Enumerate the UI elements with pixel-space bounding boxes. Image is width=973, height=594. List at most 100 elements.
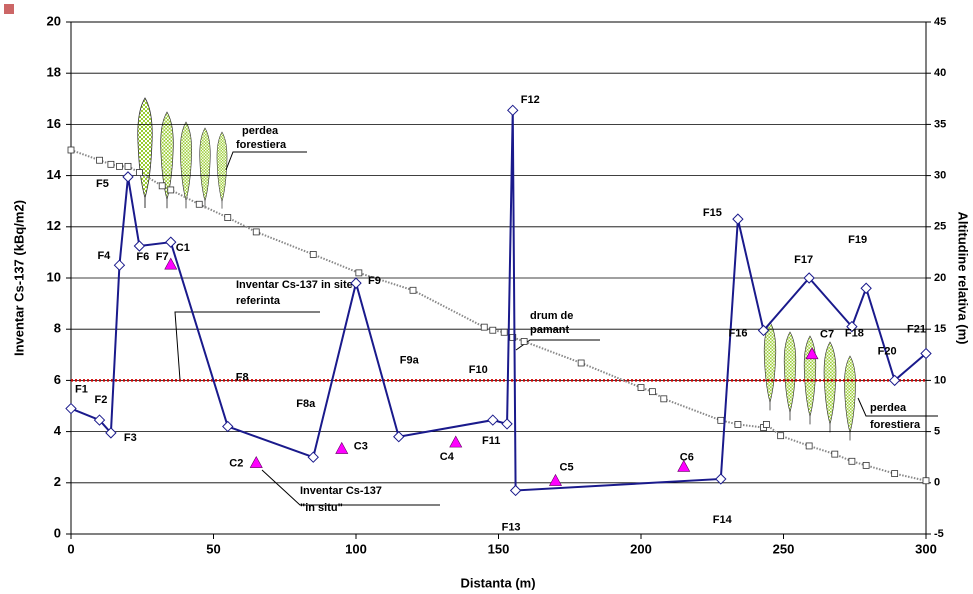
point-label: F21 xyxy=(907,323,926,335)
point-marker xyxy=(507,104,519,117)
y-tick-label: 4 xyxy=(54,423,62,438)
annotation: drum de xyxy=(530,310,573,322)
point-marker xyxy=(734,421,742,428)
point-label: F9a xyxy=(400,355,420,367)
point-label: F20 xyxy=(878,345,897,357)
trees-right xyxy=(763,321,857,441)
y2-tick-label: 15 xyxy=(934,323,946,335)
annotation: forestiera xyxy=(236,139,287,151)
annotation: Inventar Cs-137 in site xyxy=(236,279,353,291)
point-marker xyxy=(862,461,870,469)
point-marker xyxy=(135,169,143,176)
series-line xyxy=(70,149,927,482)
point-marker xyxy=(509,333,517,341)
y-tick-label: 10 xyxy=(47,269,61,284)
point-marker xyxy=(763,421,770,428)
point-label: F8a xyxy=(296,398,316,410)
point-marker xyxy=(922,477,930,485)
point-marker xyxy=(65,402,77,415)
x-tick-label: 50 xyxy=(206,541,220,556)
point-marker xyxy=(249,455,263,468)
point-marker xyxy=(715,473,727,485)
point-marker xyxy=(732,213,744,225)
point-label: F12 xyxy=(521,94,540,106)
point-marker xyxy=(133,240,146,252)
point-label: F1 xyxy=(75,383,88,395)
point-label: C4 xyxy=(440,451,455,463)
point-marker xyxy=(449,435,463,448)
point-label: F6 xyxy=(136,251,149,263)
series-line xyxy=(70,110,927,492)
point-marker xyxy=(888,374,901,387)
y-tick-label: 2 xyxy=(54,474,61,489)
point-marker xyxy=(831,450,839,458)
y-tick-label: 16 xyxy=(47,116,61,131)
point-label: F7 xyxy=(156,251,169,263)
point-marker xyxy=(860,282,872,294)
x-tick-label: 0 xyxy=(67,541,74,556)
point-marker xyxy=(307,451,319,463)
point-marker xyxy=(480,323,488,331)
point-marker xyxy=(96,156,103,164)
y2-axis-title: Altitudine relativa (m) xyxy=(956,212,971,345)
point-marker xyxy=(355,269,363,277)
x-tick-label: 200 xyxy=(630,541,652,556)
y2-tick-label: 0 xyxy=(934,477,940,489)
point-marker xyxy=(846,320,858,333)
point-marker xyxy=(501,418,513,430)
point-label: F3 xyxy=(124,432,137,444)
point-marker xyxy=(757,324,770,337)
point-label: C1 xyxy=(176,242,190,254)
point-marker xyxy=(649,388,656,396)
point-marker xyxy=(920,347,932,360)
point-label: F11 xyxy=(482,435,500,447)
point-marker xyxy=(116,162,123,170)
y-tick-label: 14 xyxy=(47,167,62,182)
y-tick-label: 20 xyxy=(47,13,61,28)
point-label: F13 xyxy=(502,521,521,533)
point-label: F9 xyxy=(368,275,381,287)
point-marker xyxy=(409,286,417,294)
point-marker xyxy=(805,347,819,360)
y2-tick-label: 30 xyxy=(934,170,946,182)
y2-tick-label: 10 xyxy=(934,374,946,386)
point-marker xyxy=(93,414,106,426)
point-marker xyxy=(164,257,178,270)
point-label: F17 xyxy=(794,254,813,266)
point-marker xyxy=(577,359,585,367)
point-marker xyxy=(222,420,234,433)
point-label: F10 xyxy=(469,364,488,376)
point-label: F19 xyxy=(848,234,867,246)
point-label: F5 xyxy=(96,178,109,190)
point-marker xyxy=(393,431,405,443)
point-marker xyxy=(165,236,177,248)
annotation: perdea xyxy=(870,402,907,414)
point-label: C6 xyxy=(680,451,694,463)
annotation: Inventar Cs-137 xyxy=(300,485,382,497)
point-marker xyxy=(805,442,813,450)
y-tick-label: 0 xyxy=(54,525,61,540)
point-label: F2 xyxy=(95,394,108,406)
annotation: pamant xyxy=(530,324,569,336)
point-marker xyxy=(637,384,645,391)
y-axis-title: Inventar Cs-137 (kBq/m2) xyxy=(11,200,26,356)
annotation: "in situ" xyxy=(300,502,343,514)
point-marker xyxy=(350,277,362,289)
point-label: F18 xyxy=(845,328,864,340)
point-marker xyxy=(489,326,497,334)
point-marker xyxy=(548,473,563,486)
point-marker xyxy=(803,272,815,284)
y2-tick-label: 40 xyxy=(934,67,946,79)
x-tick-label: 300 xyxy=(915,541,937,556)
y2-tick-label: 5 xyxy=(934,426,940,438)
annotation: forestiera xyxy=(870,419,921,431)
x-tick-label: 100 xyxy=(345,541,367,556)
y2-tick-label: -5 xyxy=(934,528,944,540)
point-marker xyxy=(777,432,785,440)
point-label: C3 xyxy=(354,440,368,452)
point-label: F14 xyxy=(713,514,733,526)
point-marker xyxy=(224,214,232,221)
point-marker xyxy=(167,186,175,194)
point-marker xyxy=(335,441,349,454)
point-marker xyxy=(113,259,126,271)
